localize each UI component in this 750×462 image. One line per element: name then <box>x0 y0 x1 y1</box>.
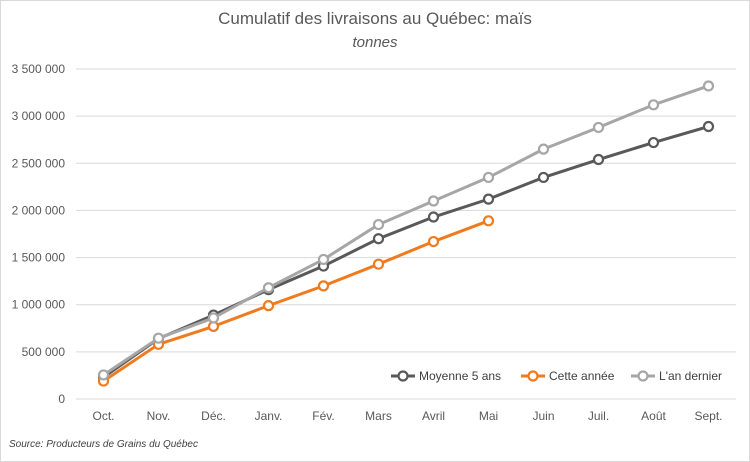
data-point <box>592 153 605 166</box>
x-tick-label: Oct. <box>92 409 114 423</box>
data-point <box>262 300 275 312</box>
data-point <box>317 280 330 292</box>
x-tick-label: Avril <box>422 409 445 423</box>
chart-title: Cumulatif des livraisons au Québec: maïs <box>218 9 532 28</box>
y-tick-label: 3 500 000 <box>12 62 66 76</box>
x-tick-label: Juil. <box>588 409 609 423</box>
data-point <box>372 218 385 231</box>
data-point <box>207 312 220 324</box>
x-tick-label: Mai <box>479 409 498 423</box>
chart-subtitle: tonnes <box>352 34 398 51</box>
y-tick-label: 3 000 000 <box>12 109 66 123</box>
x-tick-label: Janv. <box>255 409 283 423</box>
data-point <box>317 253 330 266</box>
y-tick-label: 2 500 000 <box>12 156 66 170</box>
data-point <box>482 215 495 227</box>
y-tick-label: 1 500 000 <box>12 251 66 265</box>
data-point <box>152 332 165 344</box>
data-point <box>482 193 495 205</box>
data-point <box>372 233 385 245</box>
legend-swatch-marker <box>637 370 649 382</box>
data-point <box>537 171 550 184</box>
data-point <box>372 258 385 270</box>
legend-label: Moyenne 5 ans <box>419 369 501 383</box>
series-line-moyenne-5-ans <box>102 125 709 379</box>
x-tick-label: Juin <box>532 409 554 423</box>
series-line-l-an-dernier <box>102 84 709 377</box>
x-tick-label: Août <box>641 409 666 423</box>
data-point <box>592 121 605 134</box>
data-point <box>702 80 715 92</box>
legend-label: L'an dernier <box>659 369 722 383</box>
legend-swatch-marker <box>527 370 539 382</box>
data-point <box>482 171 495 184</box>
source-note: Source: Producteurs de Grains du Québec <box>9 439 198 450</box>
data-point <box>427 211 440 223</box>
y-tick-label: 2 000 000 <box>12 203 66 217</box>
y-tick-label: 0 <box>58 392 65 406</box>
x-tick-label: Sept. <box>694 409 722 423</box>
data-point <box>97 369 110 381</box>
x-tick-label: Déc. <box>201 409 226 423</box>
data-point <box>647 136 660 149</box>
data-point <box>702 120 715 133</box>
y-tick-label: 500 000 <box>22 345 66 359</box>
data-point <box>537 143 550 155</box>
series-line-cette-annee <box>102 219 490 383</box>
legend-label: Cette année <box>549 369 615 383</box>
x-tick-label: Fév. <box>312 409 334 423</box>
data-point <box>427 235 440 248</box>
data-point <box>262 282 275 294</box>
x-tick-label: Mars <box>365 409 392 423</box>
data-point <box>427 195 440 207</box>
data-point <box>647 99 660 111</box>
legend-swatch-marker <box>397 370 409 382</box>
x-tick-label: Nov. <box>147 409 171 423</box>
y-tick-label: 1 000 000 <box>12 298 66 312</box>
